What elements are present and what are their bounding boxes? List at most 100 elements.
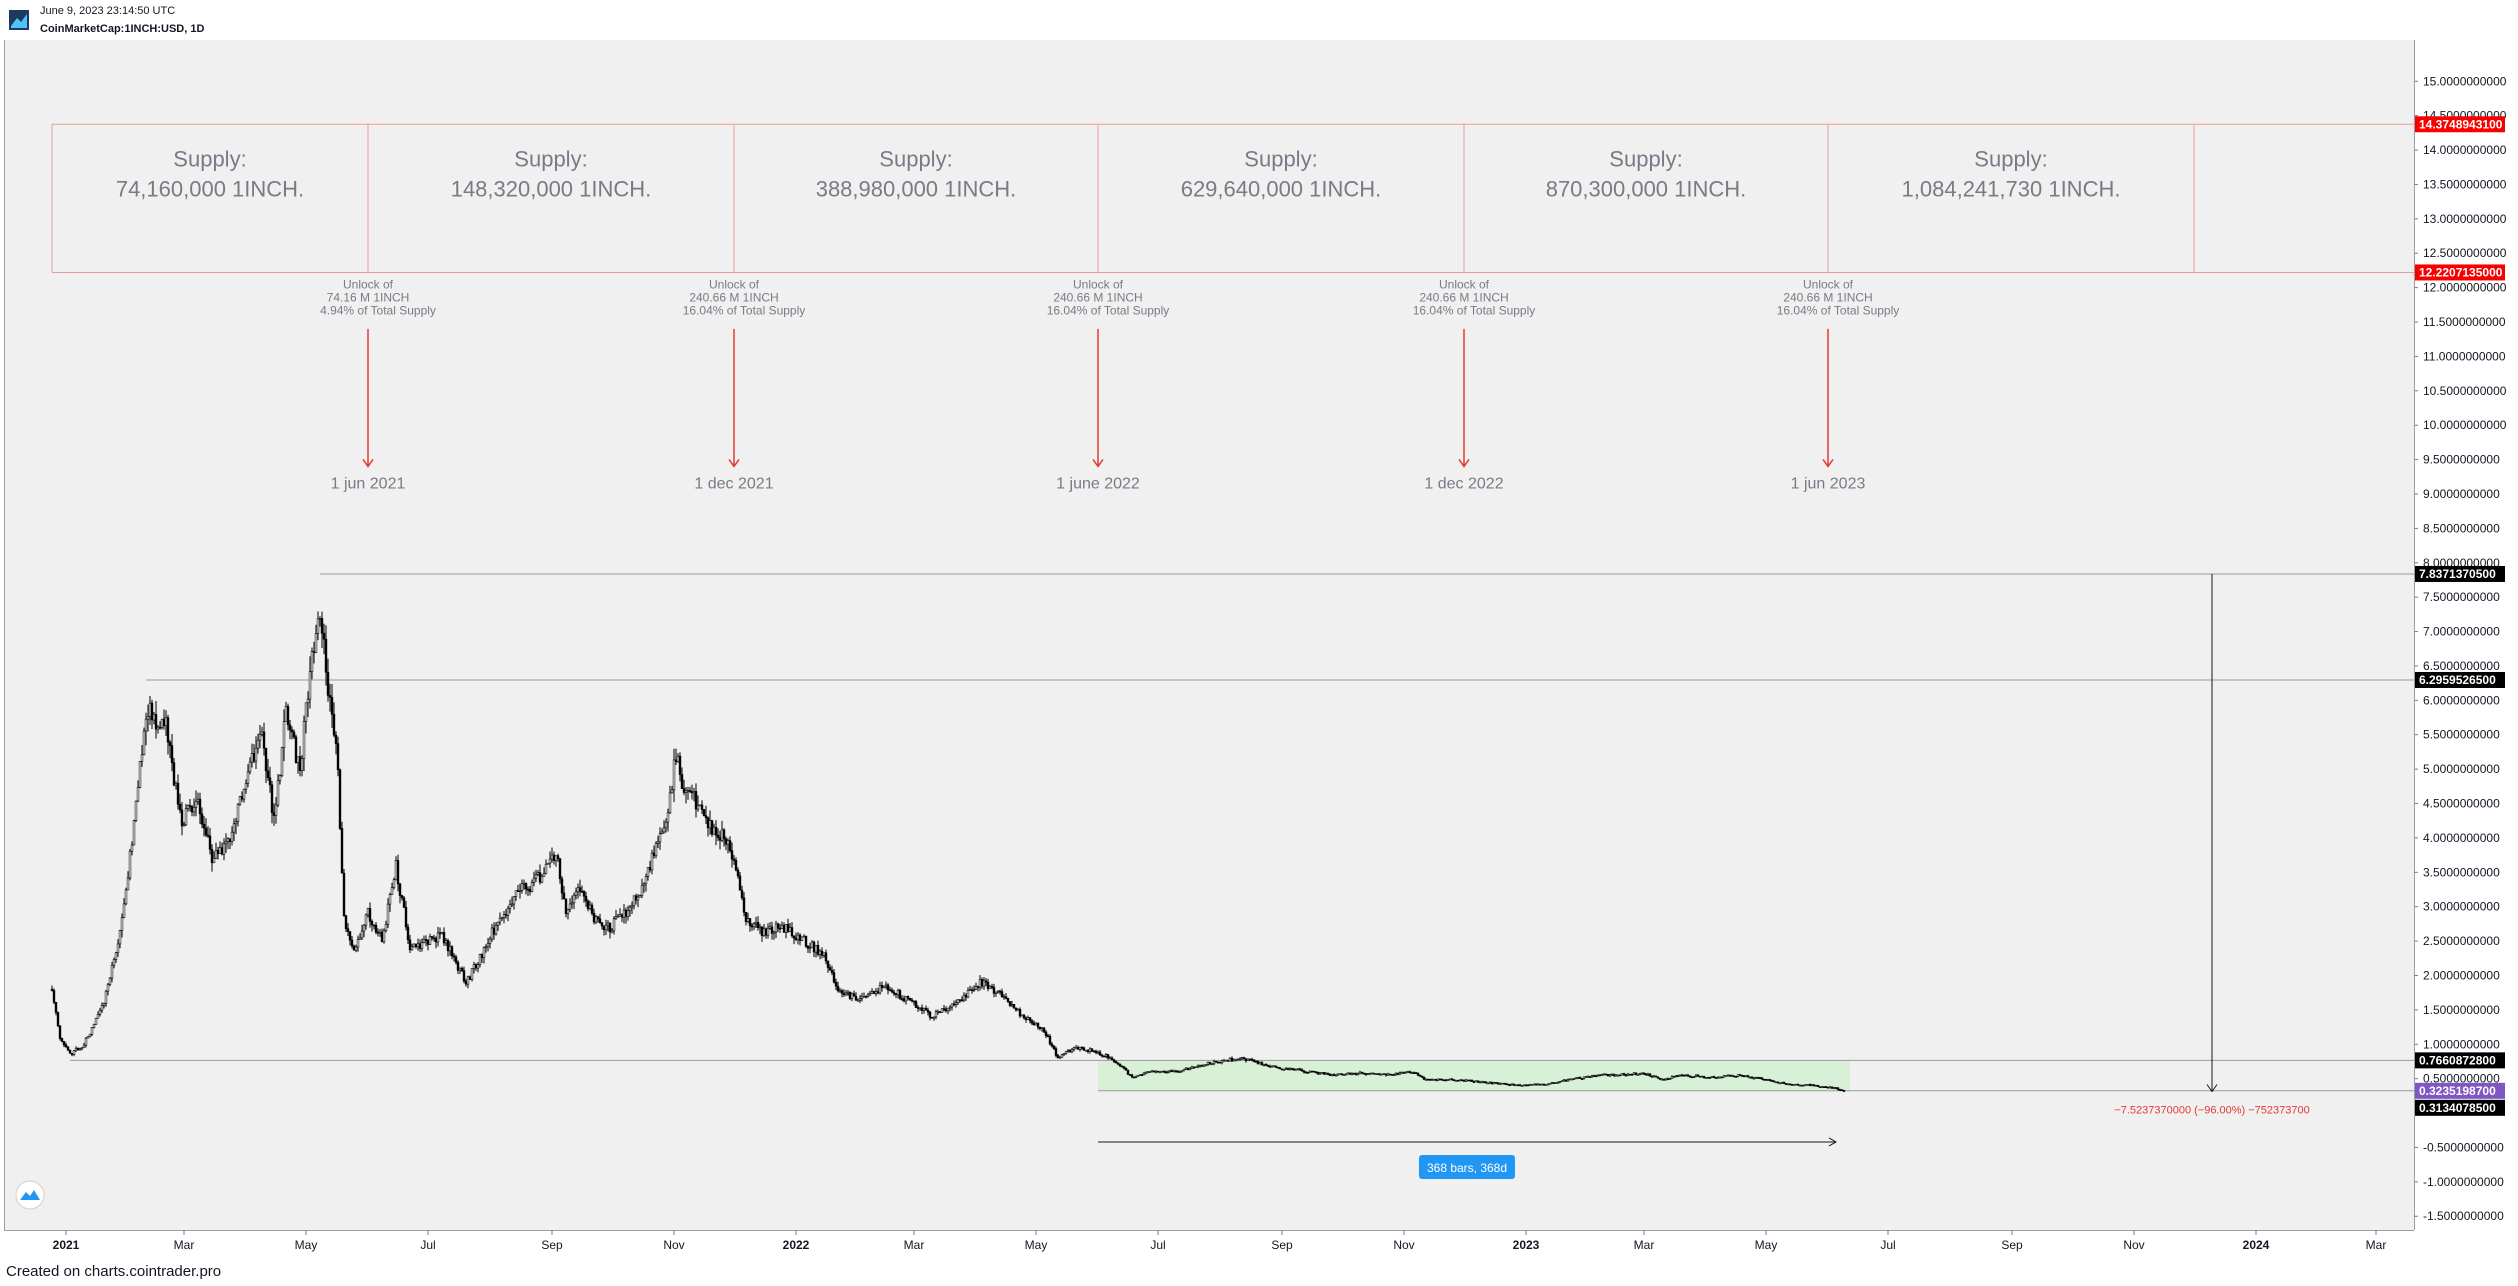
y-tick-label: 11.5000000000 — [2423, 315, 2506, 329]
candle-body — [1822, 1086, 1826, 1088]
candle-body — [1570, 1078, 1574, 1081]
candle-body — [1312, 1070, 1316, 1073]
candle-body — [1724, 1075, 1728, 1077]
candle-body — [1006, 998, 1010, 1002]
candle-body — [896, 990, 900, 995]
candle-body — [1316, 1072, 1320, 1075]
candle-body — [1192, 1066, 1196, 1069]
candle-body — [1196, 1065, 1200, 1068]
candle-body — [1342, 1074, 1346, 1076]
candle-body — [1126, 1069, 1130, 1075]
candle-body — [666, 812, 670, 823]
candle-body — [924, 1007, 928, 1011]
candle-body — [1274, 1065, 1278, 1068]
candle-body — [1438, 1078, 1442, 1081]
candle-body — [252, 753, 256, 762]
candle-body — [584, 895, 588, 902]
candle-body — [304, 702, 308, 722]
candle-body — [256, 739, 260, 749]
chart-container[interactable]: Supply: 74,160,000 1INCH. Supply: 148,320,0… — [4, 40, 2518, 1260]
candle-body — [408, 939, 412, 951]
price-tags: 14.3748943100 12.2207135000 7.8371370500 6.… — [2415, 116, 2505, 1116]
candle-body — [1530, 1084, 1534, 1086]
candle-body — [1790, 1084, 1794, 1086]
candle-body — [142, 730, 146, 756]
candle-body — [580, 890, 584, 893]
x-tick-labels: 2021 Mar May Jul Sep Nov 2022 Mar May Jul Sep Nov 20… — [53, 1230, 2386, 1252]
candle-body — [912, 1000, 916, 1003]
candle-body — [422, 939, 426, 943]
x-tick-label: May — [1025, 1238, 1048, 1252]
candle-body — [712, 826, 716, 835]
candle-body — [524, 882, 528, 890]
candle-body — [116, 943, 120, 954]
candle-body — [1166, 1071, 1170, 1073]
candle-body — [1088, 1048, 1092, 1052]
candle-body — [158, 726, 162, 729]
logo-badge-circle[interactable] — [15, 1180, 45, 1210]
candle-body — [1500, 1082, 1504, 1085]
price-tag-box — [2415, 1099, 2505, 1116]
candle-body — [1576, 1076, 1580, 1079]
candle-body — [1332, 1074, 1336, 1076]
candle-body — [374, 924, 378, 933]
candle-body — [796, 934, 800, 940]
candle-body — [886, 984, 890, 991]
logo-badge[interactable] — [15, 1180, 45, 1210]
candle-body — [662, 827, 666, 833]
candle-body — [1608, 1074, 1612, 1077]
candle-body — [1630, 1073, 1634, 1076]
candle-body — [678, 755, 682, 775]
plot-background — [4, 40, 2414, 1230]
candle-body — [1814, 1084, 1818, 1087]
candle-body — [244, 783, 248, 790]
candle-body — [658, 833, 662, 843]
candle-body — [1820, 1086, 1824, 1088]
candle-body — [1240, 1057, 1244, 1060]
candle-body — [490, 927, 494, 940]
candle-body — [1526, 1084, 1530, 1087]
candle-body — [790, 927, 794, 937]
candle-body — [1396, 1072, 1400, 1075]
candle-body — [864, 995, 868, 998]
candle-body — [294, 736, 298, 763]
candle-body — [1804, 1084, 1808, 1086]
candle-body — [1314, 1071, 1318, 1074]
candle-body — [1626, 1073, 1630, 1076]
candle-body — [522, 882, 526, 885]
candle-body — [80, 1047, 84, 1049]
candle-body — [322, 632, 326, 640]
candle-body — [1710, 1076, 1714, 1078]
candle-body — [1556, 1082, 1560, 1084]
candle-body — [1212, 1060, 1216, 1065]
candle-body — [702, 809, 706, 816]
candle-body — [512, 896, 516, 905]
candle-body — [420, 942, 424, 949]
supply-box-value: 388,980,000 1INCH. — [816, 176, 1017, 201]
candle-body — [360, 930, 364, 939]
candle-body — [1016, 1008, 1020, 1011]
candle-body — [60, 1038, 64, 1042]
time-axis[interactable] — [4, 1230, 2414, 1260]
candle-body — [1494, 1082, 1498, 1084]
candle-body — [202, 823, 206, 829]
candle-body — [1052, 1045, 1056, 1049]
candle-body — [112, 959, 116, 966]
candle-body — [370, 921, 374, 926]
candle-body — [1748, 1076, 1752, 1079]
candle-body — [1836, 1087, 1840, 1090]
candle-body — [550, 854, 554, 860]
candle-body — [1704, 1077, 1708, 1079]
candle-body — [1086, 1049, 1090, 1052]
candle-body — [1730, 1075, 1734, 1078]
candle-body — [1492, 1082, 1496, 1085]
candle-body — [746, 918, 750, 922]
candle-body — [1098, 1051, 1102, 1056]
candle-body — [208, 835, 212, 850]
candle-body — [274, 804, 278, 816]
price-chart[interactable]: Supply: 74,160,000 1INCH. Supply: 148,320,0… — [4, 40, 2518, 1260]
candle-body — [1160, 1070, 1164, 1073]
candle-body — [432, 937, 436, 940]
price-axis[interactable] — [2414, 40, 2518, 1230]
candle-body — [1340, 1073, 1344, 1076]
